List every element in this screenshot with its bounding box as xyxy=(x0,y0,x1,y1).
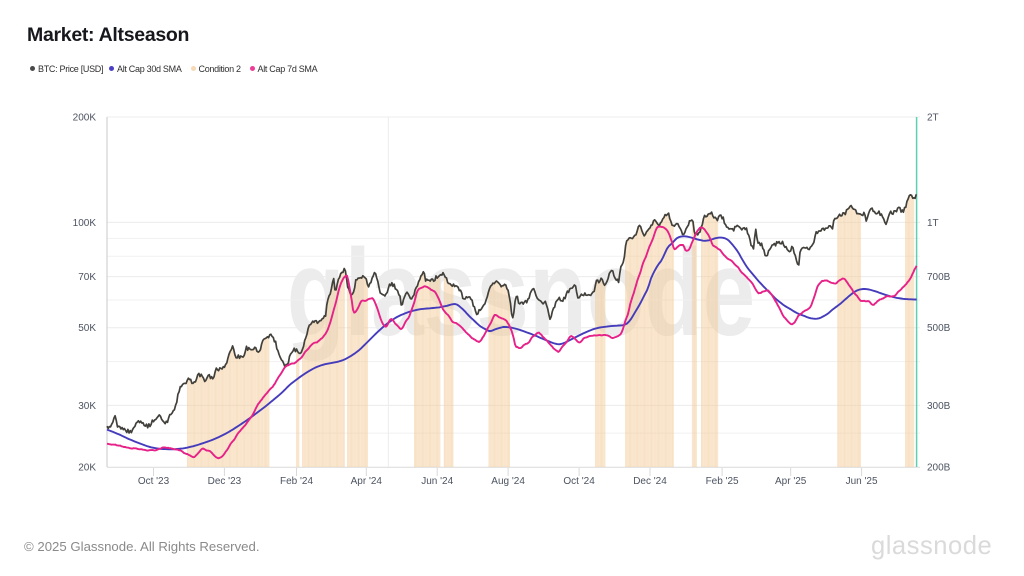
svg-text:50K: 50K xyxy=(78,323,96,334)
svg-text:500B: 500B xyxy=(927,323,951,334)
svg-text:30K: 30K xyxy=(78,401,96,412)
svg-text:Jun '24: Jun '24 xyxy=(421,476,453,487)
svg-text:Apr '25: Apr '25 xyxy=(775,476,807,487)
svg-text:Dec '23: Dec '23 xyxy=(208,476,242,487)
svg-text:Jun '25: Jun '25 xyxy=(846,476,878,487)
svg-text:1T: 1T xyxy=(927,218,939,229)
svg-text:Feb '24: Feb '24 xyxy=(280,476,313,487)
svg-text:Feb '25: Feb '25 xyxy=(706,476,739,487)
svg-text:200B: 200B xyxy=(927,463,951,474)
svg-text:300B: 300B xyxy=(927,401,951,412)
svg-text:20K: 20K xyxy=(78,463,96,474)
svg-text:70K: 70K xyxy=(78,272,96,283)
svg-text:Oct '23: Oct '23 xyxy=(138,476,170,487)
svg-text:200K: 200K xyxy=(73,113,97,124)
svg-text:700B: 700B xyxy=(927,272,951,283)
svg-text:Oct '24: Oct '24 xyxy=(563,476,595,487)
svg-text:Dec '24: Dec '24 xyxy=(633,476,667,487)
svg-text:Apr '24: Apr '24 xyxy=(351,476,383,487)
svg-text:100K: 100K xyxy=(73,218,97,229)
svg-text:Aug '24: Aug '24 xyxy=(491,476,525,487)
svg-text:2T: 2T xyxy=(927,113,939,124)
